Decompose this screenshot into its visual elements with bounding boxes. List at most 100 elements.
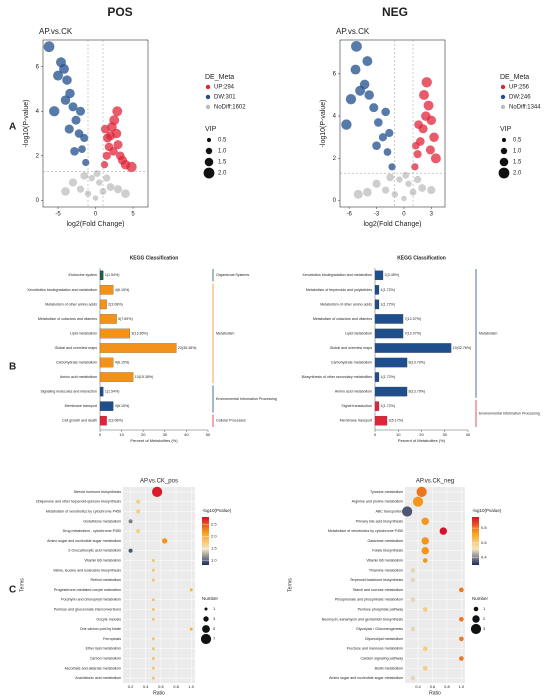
x-tick-label: 10 [119,432,124,437]
colorbar [202,517,209,565]
category-label: Arginine and proline metabolism [352,500,403,504]
point [64,124,74,134]
category-label: One carbon pool by folate [80,627,121,631]
point [70,147,79,156]
bar [99,299,107,310]
point [88,174,95,182]
category-label: Xenobiotics biodegradation and metabolis… [302,273,372,277]
y-tick-label: 0 [333,198,337,204]
size-swatch [470,623,482,635]
point [350,64,361,75]
bubble [416,486,427,497]
point [411,163,419,171]
x-tick-label: 0 [374,432,377,437]
point [61,187,70,196]
category-label: Metabolism of terpenoids and polyketides [306,288,372,292]
bubble [422,646,428,651]
chart-title: AP.vs.CK [39,27,73,36]
colorbar-label: 1.5 [211,545,217,550]
x-axis-label: log2(Fold Change) [67,221,125,228]
bubble [151,578,155,582]
bar [99,386,104,397]
plot-panel [405,487,465,683]
point [112,106,123,117]
value-label: 8(13.79%) [409,390,426,394]
legend-swatch [205,94,211,100]
legend-label: 2 [483,616,486,621]
bar [99,270,104,281]
category-label: Metabolism of xenobiotics by cytochrome … [46,509,121,513]
point [372,141,381,150]
point [80,171,89,180]
x-tick-label: 50 [206,432,211,437]
bubble [459,656,464,661]
plot-frame [339,39,446,208]
bar [99,415,107,426]
bubble [151,657,155,660]
category-label: Fructose and mannose metabolism [347,647,403,651]
y-tick-label: 6 [36,64,40,70]
x-tick-label: -6 [346,212,352,218]
colorbar-label: 0.4 [481,555,487,560]
category-label: Metabolism of other amino acids [45,302,97,306]
value-label: 1(1.72%) [380,375,395,379]
x-axis-label: Ratio [429,690,441,696]
value-label: 2(3.08%) [108,302,123,306]
category-label: Calcium signaling pathway [360,656,403,660]
point [111,128,122,139]
point [388,163,396,171]
category-label: Ether lipid metabolism [86,647,121,651]
category-label: Thiamine metabolism [369,568,403,572]
category-label: Carbohydrate metabolism [331,360,372,364]
point [65,88,75,99]
header: NEG [382,5,408,19]
value-label: 1(1.72%) [380,404,395,408]
bubble [151,647,155,651]
x-tick-label: 40 [184,432,189,437]
size-swatch [499,157,509,167]
category-label: Metabolism of cofactors and vitamins [313,317,372,321]
point [75,106,86,116]
point [430,153,441,164]
legend-label: 1.0 [218,149,227,155]
panel-label: B [9,362,16,373]
x-tick-label: 30 [443,432,448,437]
bubble [189,627,193,631]
bubble [136,509,141,514]
category-label: Arachidonic acid metabolism [75,676,121,680]
point [419,90,429,100]
size-swatch [501,137,507,143]
legend-title: Number [472,596,489,601]
category-label: Oocyte meiosis [96,617,121,621]
value-label: 10(15.38%) [135,375,154,379]
group-label: Organismal Systems [216,273,249,277]
point [121,189,130,198]
bar [99,343,177,353]
legend-swatch [205,84,211,90]
point [353,189,363,199]
bubble [151,598,155,602]
chart-title: KEGG Classification [397,255,446,261]
legend-label: 1 [213,606,216,611]
size-swatch [204,157,214,167]
point [355,85,366,96]
category-label: Amino acid metabolism [60,375,97,379]
value-label: 1(1.72%) [380,288,395,292]
bubble [151,637,155,641]
point [363,187,372,197]
category-label: Tyrosine metabolism [370,490,403,494]
size-swatch [498,167,510,179]
category-label: Amino sugar and nucleotide sugar metabol… [47,539,121,543]
point [126,161,137,173]
point [102,151,111,160]
point [402,171,410,179]
category-label: Porphyrin and chlorophyll metabolism [61,598,121,602]
bubble [128,548,133,553]
bar [99,328,131,339]
bar [99,314,117,324]
value-label: 5(7.69%) [118,317,133,321]
category-label: Pentose phosphate pathway [358,607,404,611]
category-label: Ascorbate and aldarate metabolism [64,666,121,670]
category-label: Progesterone-mediated oocyte maturation [54,588,121,592]
legend-label: UP:256 [509,85,530,91]
